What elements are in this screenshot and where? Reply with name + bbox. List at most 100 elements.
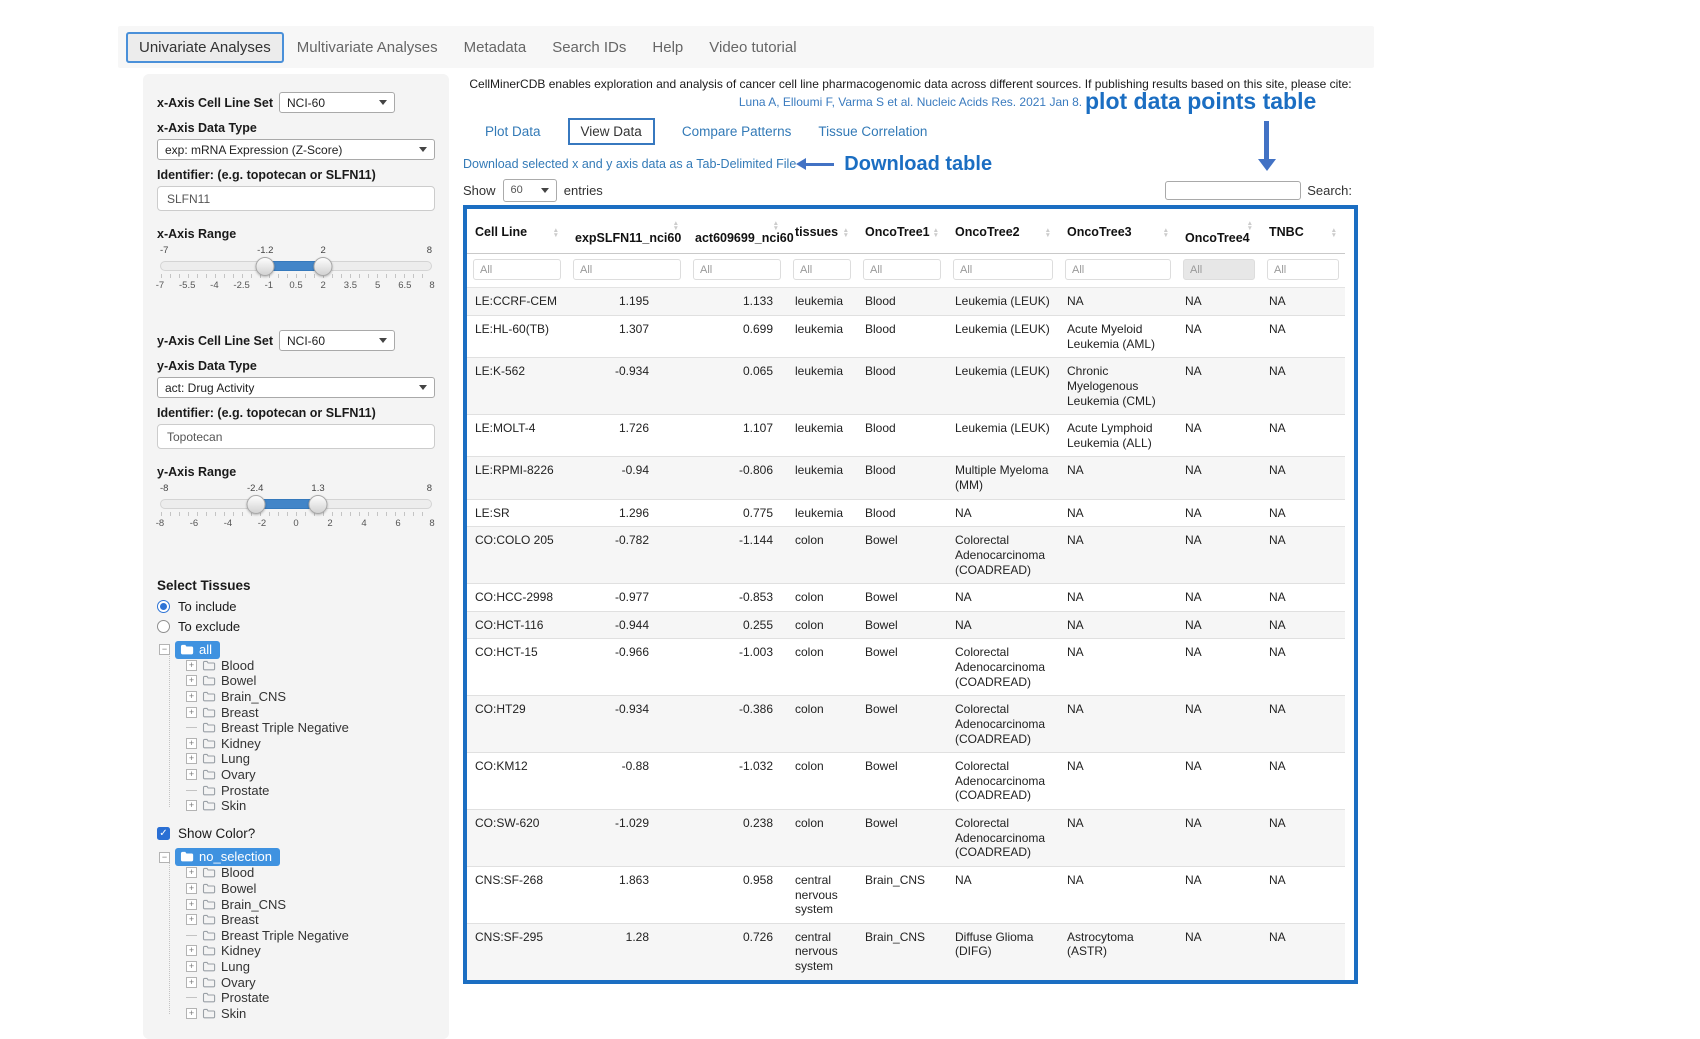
y-axis-identifier-input[interactable]: [157, 424, 435, 449]
table-row-le-rpmi-8226[interactable]: LE:RPMI-8226 -0.94 -0.806 leukemia Blood Mult…: [467, 456, 1345, 500]
slider-handle-high[interactable]: [313, 257, 333, 276]
sort-icon[interactable]: ▲ ▼: [552, 226, 559, 239]
entries-select[interactable]: 60: [502, 178, 557, 202]
sort-icon[interactable]: ▲ ▼: [1330, 226, 1337, 239]
nav-item-search-ids[interactable]: Search IDs: [552, 38, 627, 56]
tab-view-data[interactable]: View Data: [567, 118, 655, 146]
expand-icon[interactable]: +: [186, 945, 197, 957]
table-row-cns-sf-268[interactable]: CNS:SF-268 1.863 0.958 central nervous syst…: [467, 866, 1345, 923]
tree-item-blood[interactable]: + Blood: [186, 865, 435, 881]
sort-icon[interactable]: ▲ ▼: [1044, 226, 1051, 239]
tree-item-breast[interactable]: + Breast: [186, 704, 435, 720]
y-axis-data-type-select[interactable]: act: Drug Activity: [157, 377, 435, 398]
expand-icon[interactable]: +: [186, 659, 197, 671]
show-color-checkbox[interactable]: ✓: [157, 827, 170, 841]
y-axis-cell-line-set-select[interactable]: NCI-60: [279, 330, 396, 351]
table-row-le-molt-4[interactable]: LE:MOLT-4 1.726 1.107 leukemia Blood Leukemia…: [467, 414, 1345, 457]
tab-plot-data[interactable]: Plot Data: [485, 124, 541, 140]
slider-track[interactable]: [160, 495, 432, 514]
slider-handle-high[interactable]: [308, 495, 328, 514]
nav-item-video-tutorial[interactable]: Video tutorial: [709, 38, 797, 56]
table-search-input[interactable]: [1165, 180, 1302, 200]
sort-icon[interactable]: ▲ ▼: [772, 220, 779, 233]
table-row-le-k-562[interactable]: LE:K-562 -0.934 0.065 leukemia Blood Leukemia…: [467, 357, 1345, 415]
expand-icon[interactable]: +: [186, 706, 197, 718]
slider-handle-low[interactable]: [255, 257, 275, 276]
expand-icon[interactable]: +: [186, 960, 197, 972]
to-exclude-radio[interactable]: [157, 620, 170, 633]
column-header-oncotree2[interactable]: ▲ ▼ OncoTree2: [947, 209, 1059, 255]
tree-item-blood[interactable]: + Blood: [186, 658, 435, 674]
tab-tissue-correlation[interactable]: Tissue Correlation: [818, 124, 928, 140]
tree-item-skin[interactable]: + Skin: [186, 1005, 435, 1021]
sort-icon[interactable]: ▲ ▼: [842, 226, 849, 239]
x-axis-cell-line-set-select[interactable]: NCI-60: [279, 92, 396, 113]
expand-icon[interactable]: +: [186, 867, 197, 879]
sort-icon[interactable]: ▲ ▼: [1162, 226, 1169, 239]
expand-icon[interactable]: +: [186, 914, 197, 926]
slider-handle-low[interactable]: [246, 495, 265, 514]
tree-item-ovary[interactable]: + Ovary: [186, 767, 435, 783]
tree-item-breast[interactable]: + Breast: [186, 912, 435, 928]
column-header-cell-line[interactable]: ▲ ▼ Cell Line: [467, 209, 567, 255]
column-header-oncotree4[interactable]: ▲ ▼ OncoTree4: [1177, 209, 1261, 255]
table-row-le-sr[interactable]: LE:SR 1.296 0.775 leukemia Blood NA NA NA NA: [467, 499, 1345, 527]
column-header-oncotree1[interactable]: ▲ ▼ OncoTree1: [857, 209, 947, 255]
table-row-co-colo-205[interactable]: CO:COLO 205 -0.782 -1.144 colon Bowel Colorec…: [467, 526, 1345, 584]
tree-item-skin[interactable]: + Skin: [186, 798, 435, 814]
expand-icon[interactable]: +: [186, 675, 197, 687]
nav-item-help[interactable]: Help: [652, 38, 684, 56]
tree-item-brain-cns[interactable]: + Brain_CNS: [186, 689, 435, 705]
citation-link[interactable]: Luna A, Elloumi F, Varma S et al. Nuclei…: [738, 95, 1083, 110]
column-filter-input-oncotree2[interactable]: [953, 259, 1053, 281]
column-filter-input-cell-line[interactable]: [473, 259, 561, 281]
to-include-radio[interactable]: [157, 600, 170, 613]
x-axis-identifier-input[interactable]: [157, 186, 435, 211]
tree-item-prostate[interactable]: Prostate: [186, 990, 435, 1006]
tree-item-bowel[interactable]: + Bowel: [186, 881, 435, 897]
table-row-cns-sf-295[interactable]: CNS:SF-295 1.28 0.726 central nervous syste…: [467, 923, 1345, 980]
tree-item-breast-triple-negative[interactable]: Breast Triple Negative: [186, 720, 435, 736]
table-row-co-hcc-2998[interactable]: CO:HCC-2998 -0.977 -0.853 colon Bowel NA NA NA N…: [467, 583, 1345, 612]
expand-icon[interactable]: +: [186, 883, 197, 895]
sort-icon[interactable]: ▲ ▼: [1246, 220, 1253, 233]
tree-item-lung[interactable]: + Lung: [186, 959, 435, 975]
sort-icon[interactable]: ▲ ▼: [932, 226, 939, 239]
column-filter-input-act609699-nci60[interactable]: [693, 259, 781, 281]
column-filter-input-oncotree4[interactable]: [1183, 259, 1255, 281]
column-header-expslfn11-nci60[interactable]: ▲ ▼ expSLFN11_nci60: [567, 209, 687, 255]
column-filter-input-expslfn11-nci60[interactable]: [573, 259, 681, 281]
expand-icon[interactable]: +: [186, 737, 197, 749]
column-filter-input-oncotree1[interactable]: [863, 259, 941, 281]
column-header-tissues[interactable]: ▲ ▼ tissues: [787, 209, 857, 255]
column-header-oncotree3[interactable]: ▲ ▼ OncoTree3: [1059, 209, 1177, 255]
expand-icon[interactable]: +: [186, 976, 197, 988]
nav-item-univariate-analyses[interactable]: Univariate Analyses: [126, 31, 284, 63]
expand-icon[interactable]: +: [186, 800, 197, 812]
table-row-co-hct-116[interactable]: CO:HCT-116 -0.944 0.255 colon Bowel NA NA NA NA: [467, 611, 1345, 639]
tree-item-breast-triple-negative[interactable]: Breast Triple Negative: [186, 928, 435, 944]
tree-root-all[interactable]: − all: [159, 640, 435, 659]
table-row-co-ht29[interactable]: CO:HT29 -0.934 -0.386 colon Bowel Colorectal …: [467, 695, 1345, 753]
table-row-co-km12[interactable]: CO:KM12 -0.88 -1.032 colon Bowel Colorectal A…: [467, 752, 1345, 810]
column-filter-input-oncotree3[interactable]: [1065, 259, 1171, 281]
table-row-co-hct-15[interactable]: CO:HCT-15 -0.966 -1.003 colon Bowel Colorecta…: [467, 638, 1345, 696]
table-row-le-hl-60-tb[interactable]: LE:HL-60(TB) 1.307 0.699 leukemia Blood Leuke…: [467, 315, 1345, 358]
tree-item-lung[interactable]: + Lung: [186, 751, 435, 767]
expand-icon[interactable]: +: [186, 753, 197, 765]
x-axis-range-slider[interactable]: -7 -1.2 2 8 -7 -5.5 -4 -2.5 -1 0.5 2 3.5 5 6.5 8: [156, 245, 435, 292]
column-header-tnbc[interactable]: ▲ ▼ TNBC: [1261, 209, 1345, 255]
tree-root-no-selection[interactable]: − no_selection: [159, 848, 435, 867]
tree-root-selected-node[interactable]: all: [175, 640, 221, 659]
expand-icon[interactable]: +: [186, 898, 197, 910]
tree-item-brain-cns[interactable]: + Brain_CNS: [186, 896, 435, 912]
sort-icon[interactable]: ▲ ▼: [672, 220, 679, 233]
slider-track[interactable]: [160, 257, 432, 276]
y-axis-range-slider[interactable]: -8 -2.4 1.3 8 -8 -6 -4 -2 0 2 4 6 8: [156, 483, 435, 530]
nav-item-metadata[interactable]: Metadata: [463, 38, 527, 56]
tree-item-ovary[interactable]: + Ovary: [186, 974, 435, 990]
collapse-icon[interactable]: −: [159, 644, 170, 656]
tree-item-prostate[interactable]: Prostate: [186, 782, 435, 798]
nav-item-multivariate-analyses[interactable]: Multivariate Analyses: [296, 38, 438, 56]
expand-icon[interactable]: +: [186, 769, 197, 781]
